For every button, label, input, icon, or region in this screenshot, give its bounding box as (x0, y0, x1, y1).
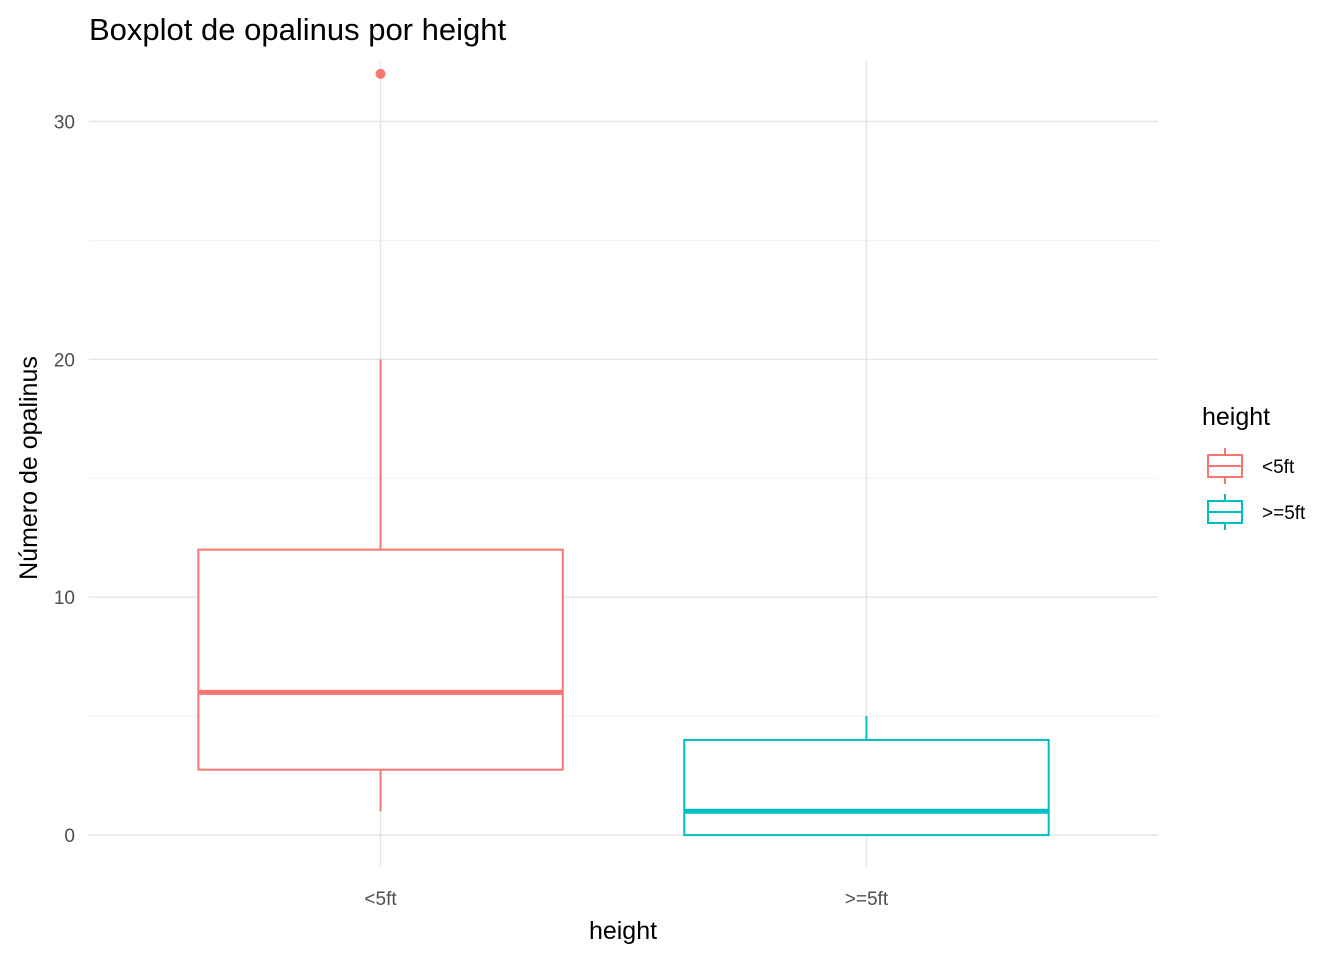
legend-title: height (1202, 403, 1270, 431)
legend-label: >=5ft (1262, 503, 1306, 524)
y-axis-ticks: 0 10 20 30 (54, 112, 75, 847)
box-group (683, 716, 1050, 837)
box (197, 548, 564, 771)
x-axis-ticks: <5ft >=5ft (364, 889, 888, 910)
legend-key (1207, 448, 1243, 484)
boxes (197, 68, 1050, 837)
legend: height <5ft >=5ft (1202, 403, 1306, 530)
x-axis-title: height (589, 917, 657, 945)
y-tick-label: 10 (54, 588, 75, 609)
legend-label: <5ft (1262, 457, 1295, 478)
box (683, 738, 1050, 837)
y-tick-label: 30 (54, 112, 75, 133)
y-tick-label: 20 (54, 350, 75, 371)
x-tick-label: <5ft (364, 889, 397, 910)
box-group (197, 68, 564, 812)
y-axis-title: Número de opalinus (15, 356, 43, 580)
outlier-point (375, 68, 386, 79)
legend-key (1207, 494, 1243, 530)
y-tick-label: 0 (64, 826, 75, 847)
x-tick-label: >=5ft (845, 889, 889, 910)
chart-title: Boxplot de opalinus por height (89, 12, 506, 47)
